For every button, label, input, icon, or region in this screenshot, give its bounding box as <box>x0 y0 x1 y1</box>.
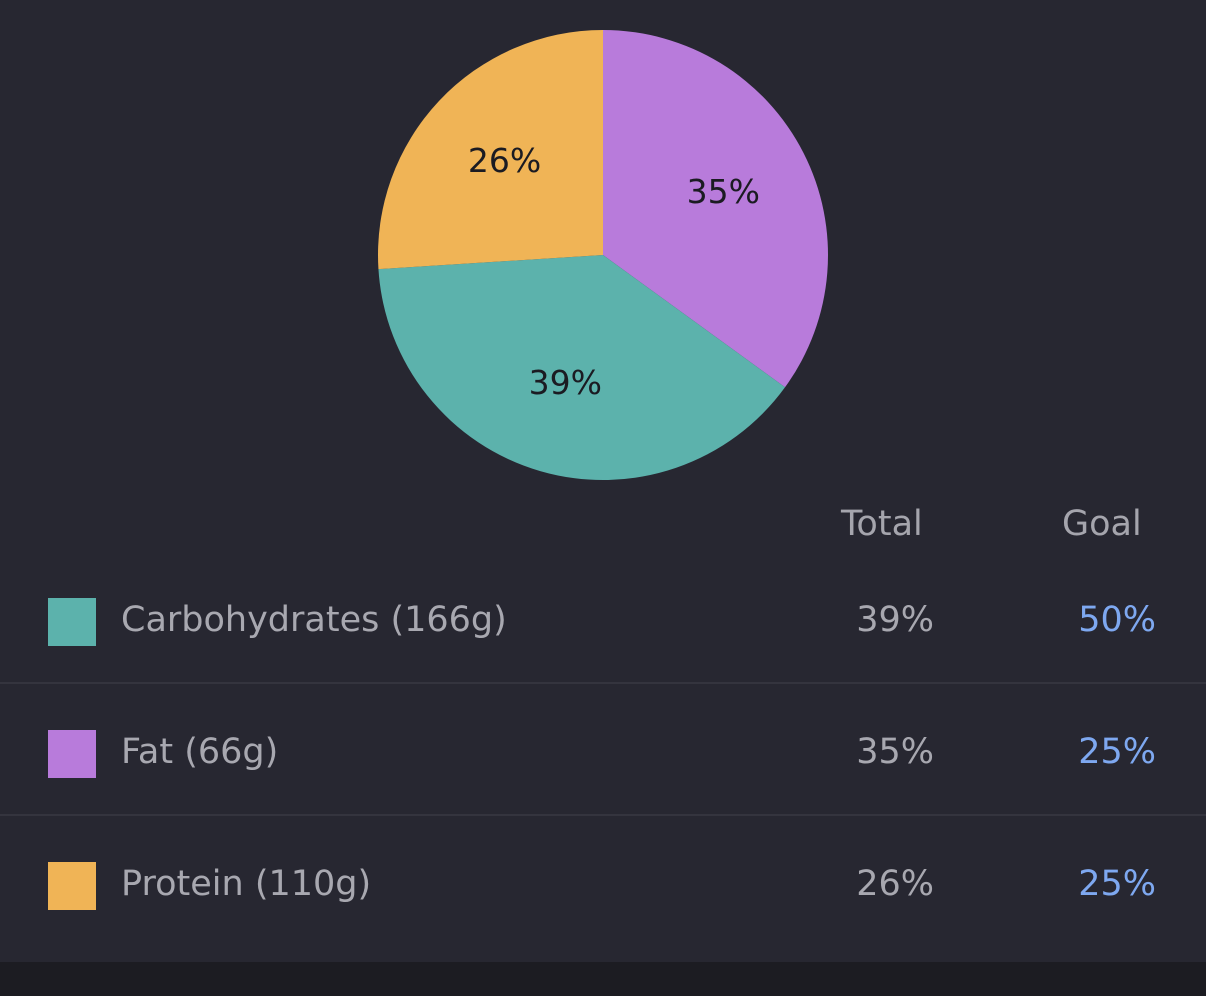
carbohydrates-total: 39% <box>856 600 934 640</box>
macro-row-fat[interactable]: Fat (66g) 35% 25% <box>0 684 1206 816</box>
total-column-header: Total <box>841 504 923 544</box>
goal-column-header: Goal <box>1062 504 1142 544</box>
pie-slice-carbohydrates <box>378 255 786 480</box>
fat-label: Fat (66g) <box>121 732 279 772</box>
bottom-bar <box>0 962 1206 996</box>
carbohydrates-goal[interactable]: 50% <box>1078 600 1156 640</box>
protein-label: Protein (110g) <box>121 864 372 904</box>
protein-total: 26% <box>856 864 934 904</box>
macro-row-protein[interactable]: Protein (110g) 26% 25% <box>0 816 1206 948</box>
protein-goal[interactable]: 25% <box>1078 864 1156 904</box>
pie-label-carbohydrates: 39% <box>529 363 602 402</box>
macro-row-carbohydrates[interactable]: Carbohydrates (166g) 39% 50% <box>0 552 1206 684</box>
row-divider <box>0 682 1206 684</box>
row-divider <box>0 814 1206 816</box>
pie-slice-fat <box>603 30 828 388</box>
carbohydrates-label: Carbohydrates (166g) <box>121 600 507 640</box>
protein-color-swatch <box>48 862 96 910</box>
fat-goal[interactable]: 25% <box>1078 732 1156 772</box>
fat-total: 35% <box>856 732 934 772</box>
macro-pie-chart: 35% 39% 26% <box>378 30 828 480</box>
pie-label-protein: 26% <box>468 141 541 180</box>
pie-slice-protein <box>378 30 603 270</box>
carbohydrates-color-swatch <box>48 598 96 646</box>
pie-label-fat: 35% <box>687 172 760 211</box>
fat-color-swatch <box>48 730 96 778</box>
